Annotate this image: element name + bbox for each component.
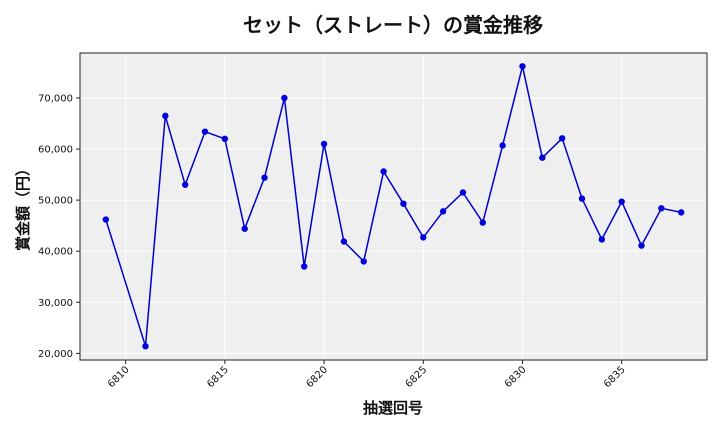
- data-point: [400, 200, 407, 207]
- x-tick-label: 6825: [404, 364, 430, 390]
- data-point: [320, 140, 328, 148]
- data-point: [678, 209, 685, 216]
- plot-frame: [79, 52, 708, 361]
- data-point: [241, 225, 248, 232]
- data-point: [638, 242, 645, 249]
- x-tick-label: 6815: [205, 364, 231, 390]
- data-point: [201, 128, 209, 135]
- y-tick-label: 60,000: [38, 145, 73, 156]
- data-point: [340, 238, 348, 245]
- chart-title: セット（ストレート）の賞金推移: [243, 13, 543, 37]
- data-point: [102, 216, 109, 223]
- data-points: [102, 63, 685, 350]
- data-point: [162, 112, 169, 120]
- y-tick-label: 20,000: [38, 349, 73, 360]
- data-point: [618, 198, 625, 205]
- grid: [80, 53, 707, 360]
- data-point: [181, 181, 189, 188]
- data-point: [539, 154, 546, 161]
- data-point: [519, 63, 526, 70]
- data-point: [360, 258, 367, 265]
- data-point: [459, 189, 467, 196]
- data-point: [558, 135, 566, 142]
- data-point: [499, 142, 506, 149]
- data-point: [598, 236, 606, 243]
- y-axis-label: 賞金額（円）: [14, 161, 32, 251]
- data-point: [142, 343, 149, 350]
- data-point: [261, 174, 268, 181]
- data-point: [281, 94, 288, 102]
- data-point: [301, 263, 308, 270]
- x-tick-label: 6830: [503, 364, 529, 390]
- y-tick-label: 50,000: [38, 196, 73, 207]
- x-tick-label: 6835: [602, 364, 628, 390]
- data-point: [380, 168, 387, 175]
- y-tick-label: 40,000: [38, 247, 73, 258]
- y-tick-label: 30,000: [38, 298, 73, 309]
- x-tick-label: 6810: [106, 364, 132, 390]
- data-point: [439, 208, 447, 215]
- x-tick-label: 6820: [304, 364, 330, 390]
- data-point: [221, 135, 229, 143]
- x-axis-label: 抽選回号: [363, 399, 423, 417]
- data-point: [479, 219, 486, 226]
- data-point: [658, 205, 665, 212]
- plot-area: [80, 53, 707, 360]
- y-tick-label: 70,000: [38, 93, 73, 104]
- data-point: [578, 195, 586, 202]
- data-point: [420, 234, 427, 241]
